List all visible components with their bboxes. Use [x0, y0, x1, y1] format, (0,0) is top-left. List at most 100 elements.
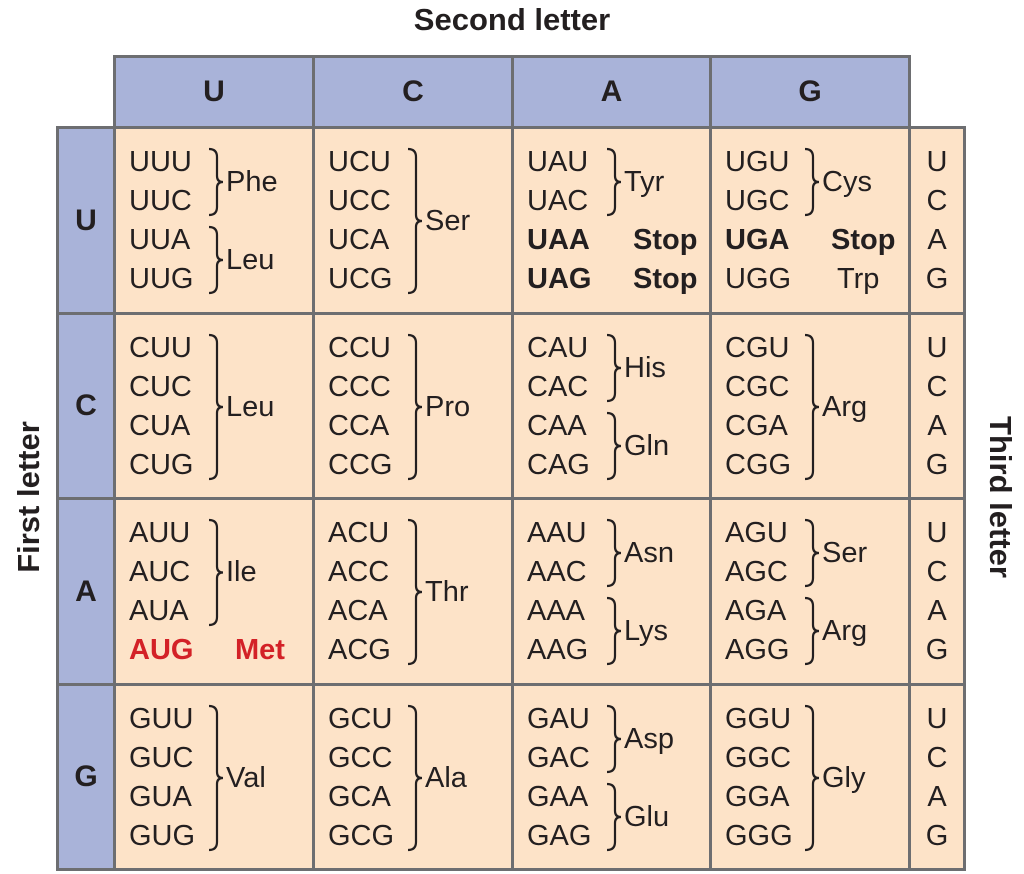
- amino-acid-label: Leu: [226, 243, 275, 276]
- amino-acid-label: Leu: [226, 390, 275, 423]
- third-letter-a: A: [927, 224, 947, 256]
- brace-layer: [804, 333, 820, 481]
- brace: [407, 704, 423, 852]
- codon: CUG: [129, 449, 194, 481]
- codon: GUA: [129, 781, 192, 813]
- codon: GGC: [725, 742, 792, 774]
- codon-cell: CUU CUC CUA CUG Leu: [113, 312, 315, 500]
- codon: GAC: [527, 742, 590, 774]
- brace-layer: [606, 147, 622, 217]
- brace: [407, 147, 423, 295]
- codon: GGU: [725, 703, 792, 735]
- amino-acid-label: Arg: [822, 390, 868, 423]
- codon: CAG: [527, 449, 590, 481]
- codon-cell: AUU AUC AUA AUG Ile Met: [113, 497, 315, 686]
- amino-acid-label: Ala: [425, 761, 467, 794]
- codon: GGG: [725, 820, 793, 852]
- brace-layer: [407, 147, 423, 295]
- amino-acid-label: Stop: [633, 224, 698, 256]
- amino-acid-label: Stop: [831, 224, 896, 256]
- second-letter-header-u: U: [113, 55, 315, 129]
- second-letter-header-c: C: [312, 55, 514, 129]
- codon: UAG: [527, 263, 592, 295]
- third-letter-c: C: [926, 185, 948, 217]
- codon: CCC: [328, 371, 391, 403]
- codon: UGG: [725, 263, 792, 295]
- amino-acid-label: Met: [235, 634, 285, 666]
- brace: [606, 333, 622, 403]
- codon: CCU: [328, 332, 391, 364]
- brace: [606, 596, 622, 666]
- amino-acid-label: Glu: [624, 800, 670, 833]
- amino-acid-label: Gln: [624, 429, 670, 462]
- codon: UUG: [129, 263, 194, 295]
- third-letter-c: C: [926, 371, 948, 403]
- codon: GAU: [527, 703, 590, 735]
- codon: UGU: [725, 146, 790, 178]
- codon: ACA: [328, 595, 388, 627]
- brace-layer: [407, 333, 423, 481]
- codon: AUC: [129, 556, 191, 588]
- codon: UGC: [725, 185, 790, 217]
- codon-cell: CAU CAC CAA CAG His Gln: [511, 312, 712, 500]
- amino-acid-label: Pro: [425, 390, 471, 423]
- brace-layer: [208, 518, 224, 627]
- codon-cell: AAU AAC AAA AAG Asn Lys: [511, 497, 712, 686]
- codon-cell: UUU UUC UUA UUG Phe Leu: [113, 126, 315, 315]
- brace: [208, 704, 224, 852]
- amino-acid-label: Cys: [822, 165, 872, 198]
- first-letter-header-c: C: [56, 312, 116, 500]
- brace: [407, 518, 423, 666]
- brace: [208, 147, 224, 217]
- brace: [606, 411, 622, 481]
- third-letter-title: Third letter: [982, 416, 1018, 578]
- brace: [606, 147, 622, 217]
- brace: [804, 147, 820, 217]
- codon: CGU: [725, 332, 790, 364]
- codon: AGU: [725, 517, 788, 549]
- codon: CGC: [725, 371, 790, 403]
- codon: ACG: [328, 634, 391, 666]
- codon: CAU: [527, 332, 589, 364]
- codon: UCG: [328, 263, 393, 295]
- codon: AAA: [527, 595, 586, 627]
- codon: CGG: [725, 449, 792, 481]
- brace: [407, 333, 423, 481]
- codon: UUA: [129, 224, 191, 256]
- codon: AUU: [129, 517, 191, 549]
- codon-cell: CCU CCC CCA CCG Pro: [312, 312, 514, 500]
- brace: [606, 782, 622, 852]
- second-letter-header-a: A: [511, 55, 712, 129]
- second-letter-header-g: G: [709, 55, 911, 129]
- amino-acid-label: Tyr: [624, 165, 665, 198]
- brace: [208, 518, 224, 627]
- codon: GAG: [527, 820, 592, 852]
- codon: GUC: [129, 742, 194, 774]
- codon: AUA: [129, 595, 189, 627]
- amino-acid-label: Lys: [624, 614, 669, 647]
- brace-layer: [606, 704, 622, 852]
- codon: UAU: [527, 146, 589, 178]
- brace-layer: [208, 704, 224, 852]
- amino-acid-label: Gly: [822, 761, 866, 794]
- third-letter-c: C: [926, 556, 948, 588]
- codon: UAC: [527, 185, 589, 217]
- codon: GUG: [129, 820, 196, 852]
- codon: AAU: [527, 517, 587, 549]
- codon: AGG: [725, 634, 790, 666]
- codon: GCG: [328, 820, 395, 852]
- first-letter-header-u: U: [56, 126, 116, 315]
- codon: CUU: [129, 332, 192, 364]
- codon: AGA: [725, 595, 787, 627]
- amino-acid-label: Thr: [425, 575, 469, 608]
- codon: GCA: [328, 781, 391, 813]
- brace-layer: [606, 518, 622, 666]
- brace: [606, 518, 622, 588]
- third-letter-u: U: [926, 146, 948, 178]
- third-letter-c: C: [926, 742, 948, 774]
- codon: UCC: [328, 185, 391, 217]
- brace-layer: [606, 333, 622, 481]
